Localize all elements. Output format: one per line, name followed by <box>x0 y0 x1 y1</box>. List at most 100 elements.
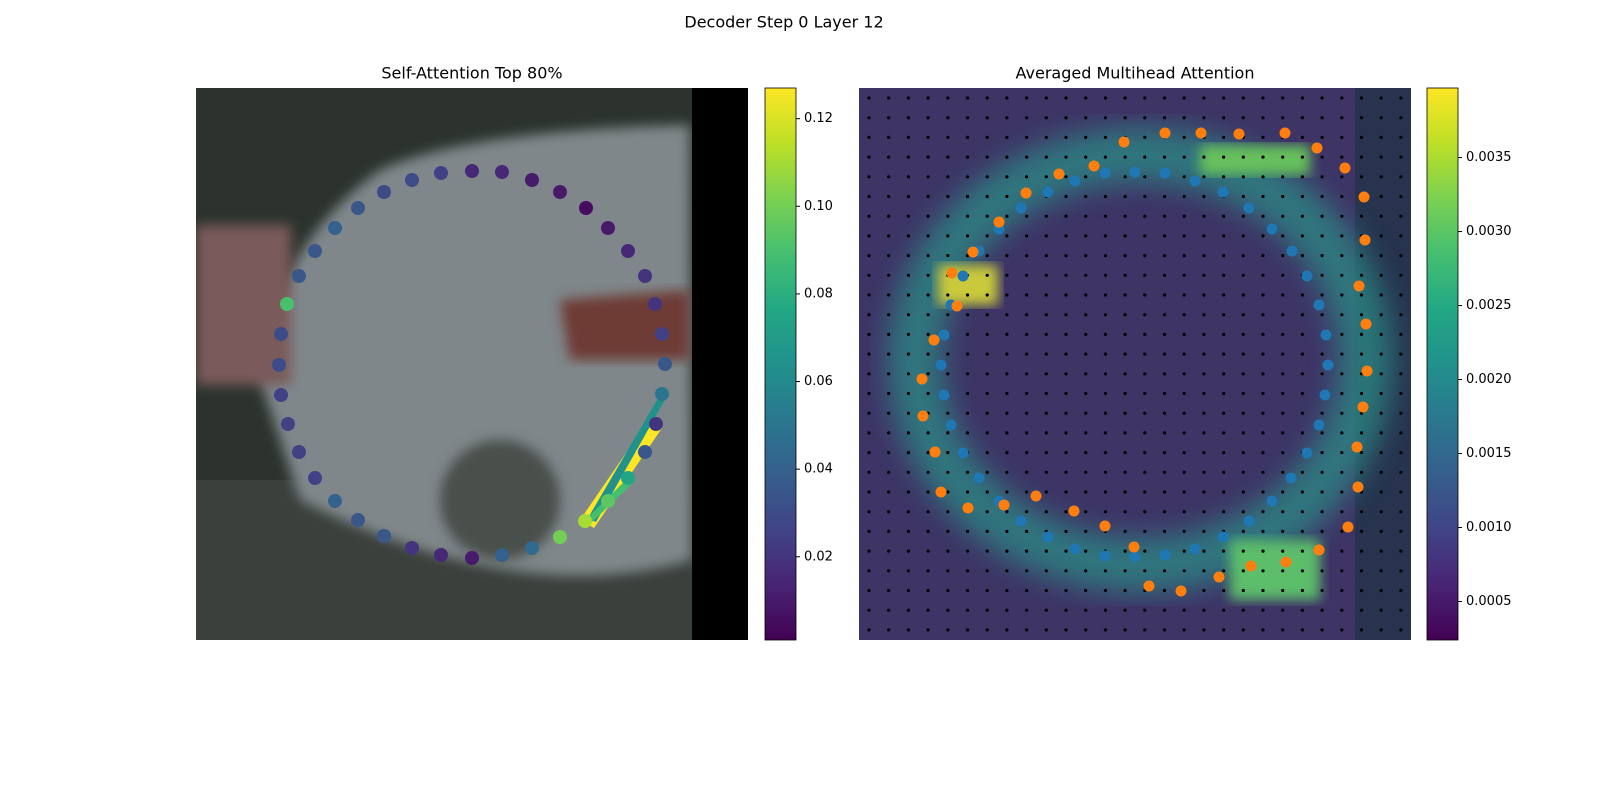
grid-dot <box>985 116 989 120</box>
grid-dot <box>1103 214 1107 218</box>
grid-dot <box>1025 293 1029 297</box>
attention-point <box>658 357 672 371</box>
grid-dot <box>926 332 930 336</box>
grid-dot <box>1261 135 1265 139</box>
grid-dot <box>1044 470 1048 474</box>
grid-dot <box>1143 490 1147 494</box>
grid-dot <box>1300 96 1304 100</box>
grid-dot <box>1320 510 1324 514</box>
attention-point <box>638 269 652 283</box>
grid-dot <box>1143 273 1147 277</box>
attention-point <box>281 417 295 431</box>
attention-point <box>578 514 592 528</box>
grid-dot <box>887 628 891 632</box>
grid-dot <box>946 451 950 455</box>
grid-dot <box>1359 96 1364 100</box>
grid-dot <box>1025 588 1029 593</box>
grid-dot <box>1261 588 1265 593</box>
grid-dot <box>1261 391 1265 396</box>
grid-dot <box>965 234 970 238</box>
grid-dot <box>1340 608 1344 612</box>
grid-dot <box>1340 549 1344 553</box>
grid-dot <box>1044 254 1048 258</box>
grid-dot <box>1182 451 1186 455</box>
grid-dot <box>1340 628 1344 632</box>
point <box>1099 550 1111 562</box>
grid-dot <box>946 628 950 632</box>
grid-dot <box>1202 332 1206 336</box>
grid-dot <box>1162 628 1167 632</box>
grid-dot <box>1202 175 1206 179</box>
attention-point <box>525 173 539 187</box>
grid-dot <box>1320 96 1324 100</box>
grid-dot <box>1182 96 1186 100</box>
grid-dot <box>1044 155 1048 159</box>
grid-dot <box>1320 588 1324 593</box>
attention-point <box>621 471 635 485</box>
grid-dot <box>1025 569 1029 573</box>
grid-dot <box>1320 470 1324 474</box>
grid-dot <box>1005 470 1009 474</box>
point <box>1213 571 1225 583</box>
grid-dot <box>1300 155 1304 159</box>
grid-dot <box>1123 391 1127 396</box>
grid-dot <box>1261 254 1265 258</box>
grid-dot <box>1143 608 1147 612</box>
grid-dot <box>1340 273 1344 277</box>
point <box>1015 515 1027 527</box>
grid-dot <box>1300 116 1304 120</box>
grid-dot <box>1103 273 1107 277</box>
grid-dot <box>1222 293 1226 297</box>
grid-dot <box>1143 569 1147 573</box>
grid-dot <box>1064 352 1068 356</box>
grid-dot <box>1241 490 1245 494</box>
grid-dot <box>1320 431 1324 435</box>
point <box>1042 531 1054 543</box>
grid-dot <box>1103 313 1107 317</box>
grid-dot <box>1320 155 1324 159</box>
grid-dot <box>1025 234 1029 238</box>
grid-dot <box>1044 510 1048 514</box>
grid-dot <box>1241 96 1245 100</box>
grid-dot <box>1025 273 1029 277</box>
grid-dot <box>1379 372 1383 376</box>
grid-dot <box>1399 135 1403 139</box>
grid-dot <box>1300 529 1304 534</box>
grid-dot <box>1261 411 1265 415</box>
grid-dot <box>1379 234 1383 238</box>
grid-dot <box>1340 214 1344 218</box>
grid-dot <box>1222 470 1226 474</box>
grid-dot <box>1241 549 1245 553</box>
grid-dot <box>1084 273 1088 277</box>
point <box>935 486 947 498</box>
grid-dot <box>1359 332 1364 336</box>
point <box>1353 280 1365 292</box>
grid-dot <box>965 372 970 376</box>
grid-dot <box>1123 116 1127 120</box>
grid-dot <box>1281 352 1285 356</box>
grid-dot <box>1320 529 1324 534</box>
grid-dot <box>1281 155 1285 159</box>
grid-dot <box>1005 411 1009 415</box>
grid-dot <box>867 391 871 396</box>
grid-dot <box>946 96 950 100</box>
point <box>957 447 969 459</box>
grid-dot <box>1064 411 1068 415</box>
point <box>945 419 957 431</box>
grid-dot <box>985 470 989 474</box>
grid-dot <box>1320 135 1324 139</box>
grid-dot <box>1005 569 1009 573</box>
grid-dot <box>1025 135 1029 139</box>
grid-dot <box>1084 411 1088 415</box>
grid-dot <box>1064 313 1068 317</box>
grid-dot <box>1025 155 1029 159</box>
point <box>1128 541 1140 553</box>
grid-dot <box>1379 628 1383 632</box>
attention-point <box>465 164 479 178</box>
grid-dot <box>1241 273 1245 277</box>
grid-dot <box>1064 234 1068 238</box>
grid-dot <box>1005 391 1009 396</box>
grid-dot <box>1241 116 1245 120</box>
grid-dot <box>1261 116 1265 120</box>
grid-dot <box>926 155 930 159</box>
